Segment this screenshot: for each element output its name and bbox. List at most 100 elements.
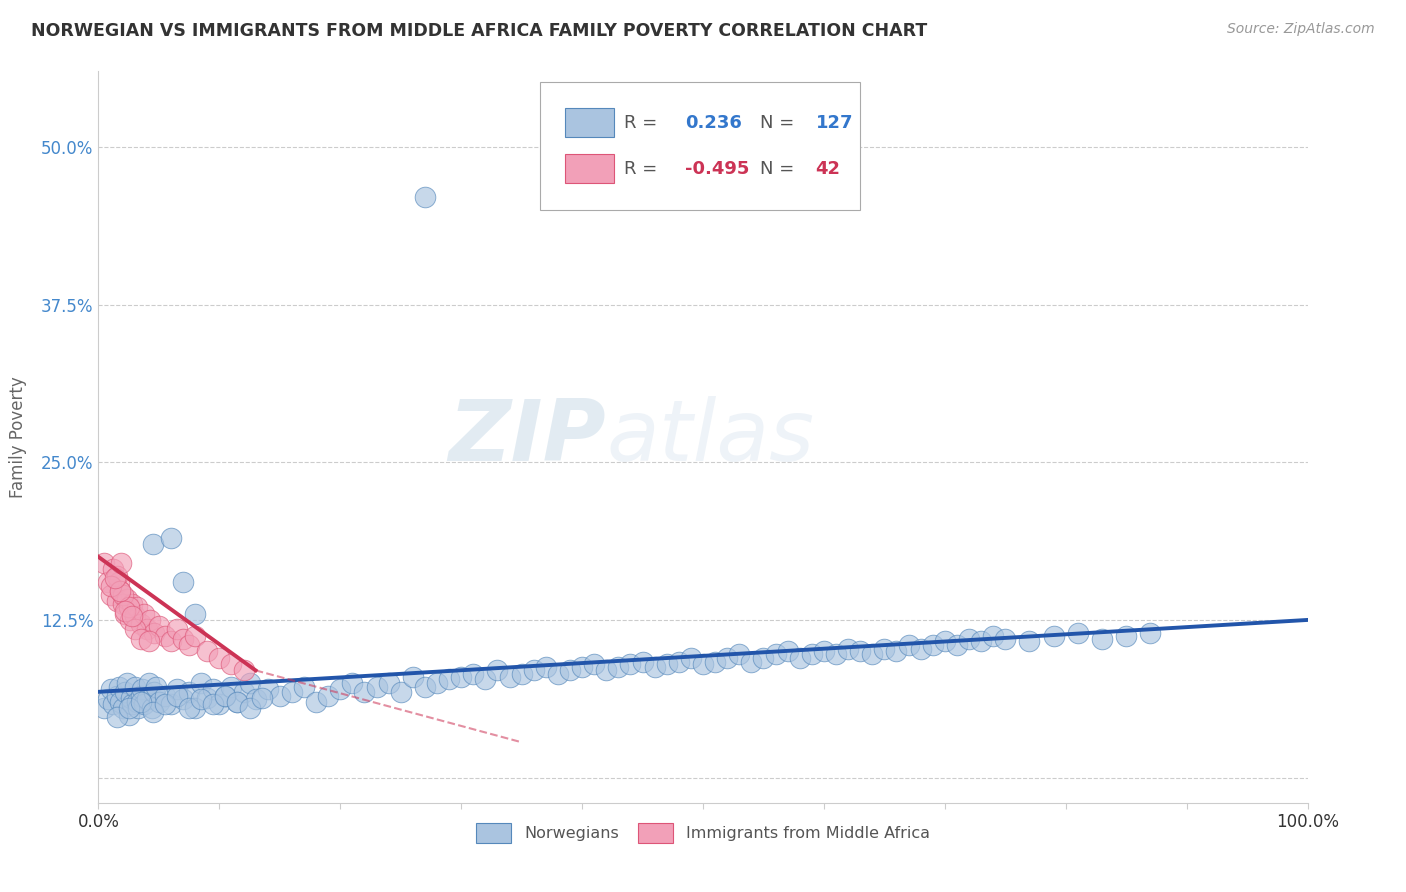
Point bbox=[101, 562, 124, 576]
Point bbox=[124, 609, 146, 624]
FancyBboxPatch shape bbox=[565, 108, 613, 137]
Point bbox=[644, 659, 666, 673]
Point bbox=[120, 691, 142, 706]
FancyBboxPatch shape bbox=[540, 82, 860, 211]
Point bbox=[190, 692, 212, 706]
Point bbox=[946, 638, 969, 652]
Point bbox=[138, 676, 160, 690]
Point bbox=[202, 682, 225, 697]
Point bbox=[160, 531, 183, 545]
Point bbox=[1067, 625, 1090, 640]
Text: N =: N = bbox=[759, 113, 800, 131]
Point bbox=[105, 569, 128, 583]
Point bbox=[239, 701, 262, 715]
Point bbox=[292, 680, 315, 694]
Point bbox=[353, 685, 375, 699]
Point bbox=[184, 701, 207, 715]
Point bbox=[131, 682, 153, 697]
Point bbox=[970, 634, 993, 648]
Point bbox=[190, 676, 212, 690]
Point bbox=[704, 655, 727, 669]
Point bbox=[195, 644, 218, 658]
Point bbox=[631, 655, 654, 669]
Point bbox=[214, 689, 236, 703]
Point bbox=[114, 604, 136, 618]
Text: ZIP: ZIP bbox=[449, 395, 606, 479]
Point bbox=[100, 579, 122, 593]
Text: R =: R = bbox=[624, 160, 664, 178]
Point bbox=[800, 647, 823, 661]
Point bbox=[134, 607, 156, 621]
Point bbox=[118, 707, 141, 722]
Point bbox=[776, 644, 799, 658]
Point bbox=[148, 695, 170, 709]
Point bbox=[214, 689, 236, 703]
Point bbox=[692, 657, 714, 671]
Point bbox=[510, 667, 533, 681]
Point bbox=[1139, 625, 1161, 640]
Point bbox=[208, 698, 231, 712]
Point bbox=[426, 676, 449, 690]
Point bbox=[668, 655, 690, 669]
Point bbox=[450, 670, 472, 684]
Text: Source: ZipAtlas.com: Source: ZipAtlas.com bbox=[1227, 22, 1375, 37]
Point bbox=[108, 583, 131, 598]
Point bbox=[97, 575, 120, 590]
Point bbox=[1115, 629, 1137, 643]
Text: NORWEGIAN VS IMMIGRANTS FROM MIDDLE AFRICA FAMILY POVERTY CORRELATION CHART: NORWEGIAN VS IMMIGRANTS FROM MIDDLE AFRI… bbox=[31, 22, 927, 40]
Point bbox=[873, 642, 896, 657]
Point bbox=[232, 685, 254, 699]
Point bbox=[121, 609, 143, 624]
Point bbox=[160, 698, 183, 712]
Point bbox=[117, 676, 139, 690]
Point bbox=[97, 692, 120, 706]
FancyBboxPatch shape bbox=[565, 154, 613, 183]
Point bbox=[1018, 634, 1040, 648]
Point bbox=[571, 659, 593, 673]
Point bbox=[728, 647, 751, 661]
Point bbox=[138, 634, 160, 648]
Point bbox=[166, 689, 188, 703]
Point bbox=[111, 701, 134, 715]
Point bbox=[281, 685, 304, 699]
Point bbox=[377, 676, 399, 690]
Point bbox=[221, 657, 243, 671]
Point bbox=[534, 659, 557, 673]
Point bbox=[342, 676, 364, 690]
Point bbox=[108, 583, 131, 598]
Point bbox=[172, 692, 194, 706]
Point bbox=[269, 689, 291, 703]
Point bbox=[523, 664, 546, 678]
Point bbox=[179, 701, 201, 715]
Point bbox=[849, 644, 872, 658]
Point bbox=[934, 634, 956, 648]
Point bbox=[160, 634, 183, 648]
Point bbox=[127, 701, 149, 715]
Point bbox=[153, 629, 176, 643]
Point bbox=[93, 701, 115, 715]
Point bbox=[135, 622, 157, 636]
Point bbox=[127, 600, 149, 615]
Point bbox=[208, 650, 231, 665]
Text: atlas: atlas bbox=[606, 395, 814, 479]
Point bbox=[910, 642, 932, 657]
Point bbox=[153, 698, 176, 712]
Point bbox=[129, 689, 152, 703]
Point bbox=[108, 695, 131, 709]
Point bbox=[305, 695, 328, 709]
Point bbox=[595, 664, 617, 678]
Point bbox=[765, 647, 787, 661]
Point bbox=[108, 575, 131, 590]
Point bbox=[316, 689, 339, 703]
Point bbox=[558, 664, 581, 678]
Point bbox=[93, 556, 115, 570]
Y-axis label: Family Poverty: Family Poverty bbox=[8, 376, 27, 498]
Point bbox=[172, 575, 194, 590]
Point bbox=[413, 680, 436, 694]
Point bbox=[101, 698, 124, 712]
Point bbox=[118, 701, 141, 715]
Text: N =: N = bbox=[759, 160, 800, 178]
Text: R =: R = bbox=[624, 113, 664, 131]
Text: -0.495: -0.495 bbox=[685, 160, 749, 178]
Point bbox=[121, 597, 143, 611]
